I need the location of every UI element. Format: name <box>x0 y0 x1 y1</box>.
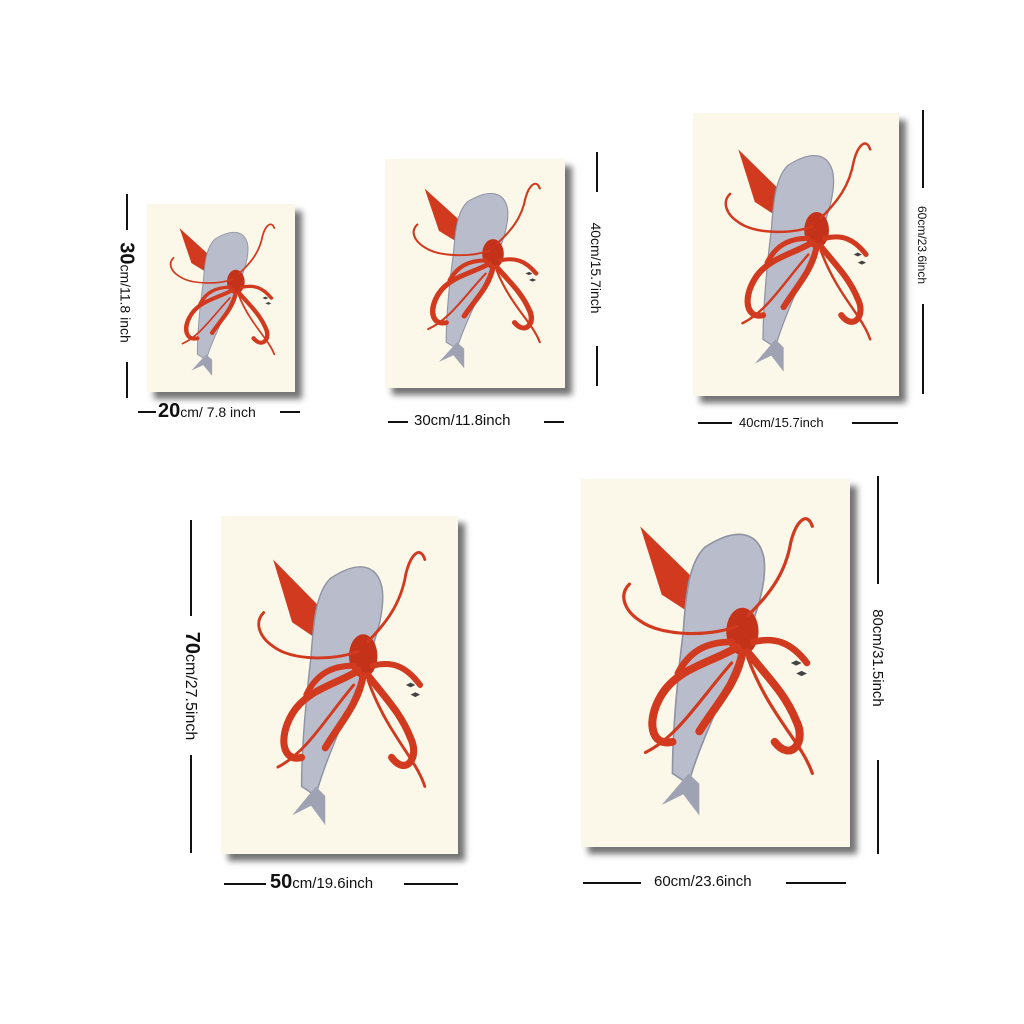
height-line-top <box>190 520 192 616</box>
height-line-top <box>596 152 598 192</box>
height-label-50x70: 70cm/27.5inch <box>180 611 202 761</box>
height-line-bottom <box>190 755 192 853</box>
width-line-left <box>388 421 408 423</box>
width-line-right <box>544 421 564 423</box>
width-label-30x40: 30cm/11.8inch <box>414 411 510 431</box>
width-label-50x70: 50cm/19.6inch <box>270 872 373 894</box>
canvas-50x70 <box>221 516 458 854</box>
width-line-left <box>583 882 641 884</box>
whale-squid-illustration <box>147 204 295 392</box>
height-line-bottom <box>922 304 924 394</box>
width-line-left <box>138 411 156 413</box>
width-line-left <box>224 883 266 885</box>
height-label-60x80: 80cm/31.5inch <box>867 591 887 725</box>
canvas-40x60 <box>693 113 899 396</box>
height-label-20x30: 30cm/11.8 inch <box>116 228 137 358</box>
height-line-top <box>877 476 879 584</box>
whale-squid-illustration <box>385 159 565 388</box>
canvas-60x80 <box>581 479 850 847</box>
height-label-30x40: 40cm/15.7inch <box>586 198 606 338</box>
height-label-40x60: 60cm/23.6inch <box>912 185 932 305</box>
width-label-20x30: 20cm/ 7.8 inch <box>158 401 256 422</box>
height-line-bottom <box>596 346 598 386</box>
width-label-60x80: 60cm/23.6inch <box>654 872 752 892</box>
width-line-left <box>698 422 732 424</box>
canvas-30x40 <box>385 159 565 388</box>
whale-squid-illustration <box>221 516 458 854</box>
height-line-bottom <box>877 760 879 854</box>
width-line-right <box>852 422 898 424</box>
whale-squid-illustration <box>693 113 899 396</box>
width-line-right <box>280 411 300 413</box>
canvas-20x30 <box>147 204 295 392</box>
width-label-40x60: 40cm/15.7inch <box>739 413 824 433</box>
height-line-top <box>922 110 924 188</box>
width-line-right <box>786 882 846 884</box>
height-line-bottom <box>126 362 128 398</box>
width-line-right <box>404 883 458 885</box>
height-line-top <box>126 194 128 230</box>
whale-squid-illustration <box>581 479 850 847</box>
